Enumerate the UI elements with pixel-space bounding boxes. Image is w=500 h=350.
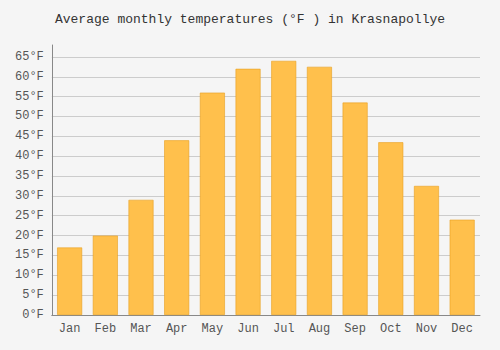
svg-text:65°F: 65°F bbox=[15, 50, 44, 64]
svg-text:Average monthly temperatures (: Average monthly temperatures (°F ) in Kr… bbox=[55, 12, 445, 27]
svg-text:May: May bbox=[202, 322, 224, 336]
svg-text:Mar: Mar bbox=[130, 322, 152, 336]
svg-text:0°F: 0°F bbox=[22, 308, 44, 322]
svg-text:Jun: Jun bbox=[237, 322, 259, 336]
svg-text:5°F: 5°F bbox=[22, 288, 44, 302]
svg-text:50°F: 50°F bbox=[15, 109, 44, 123]
svg-text:30°F: 30°F bbox=[15, 189, 44, 203]
svg-text:Aug: Aug bbox=[309, 322, 331, 336]
svg-text:60°F: 60°F bbox=[15, 70, 44, 84]
svg-text:20°F: 20°F bbox=[15, 229, 44, 243]
svg-text:35°F: 35°F bbox=[15, 169, 44, 183]
svg-text:25°F: 25°F bbox=[15, 209, 44, 223]
svg-text:Oct: Oct bbox=[380, 322, 402, 336]
svg-text:45°F: 45°F bbox=[15, 129, 44, 143]
svg-text:Sep: Sep bbox=[344, 322, 366, 336]
svg-text:Dec: Dec bbox=[451, 322, 473, 336]
svg-text:Nov: Nov bbox=[416, 322, 438, 336]
svg-text:55°F: 55°F bbox=[15, 90, 44, 104]
svg-text:15°F: 15°F bbox=[15, 248, 44, 262]
svg-text:Jul: Jul bbox=[273, 322, 295, 336]
svg-text:Apr: Apr bbox=[166, 322, 188, 336]
svg-text:Jan: Jan bbox=[59, 322, 81, 336]
svg-text:Feb: Feb bbox=[95, 322, 117, 336]
svg-text:40°F: 40°F bbox=[15, 149, 44, 163]
svg-text:10°F: 10°F bbox=[15, 268, 44, 282]
